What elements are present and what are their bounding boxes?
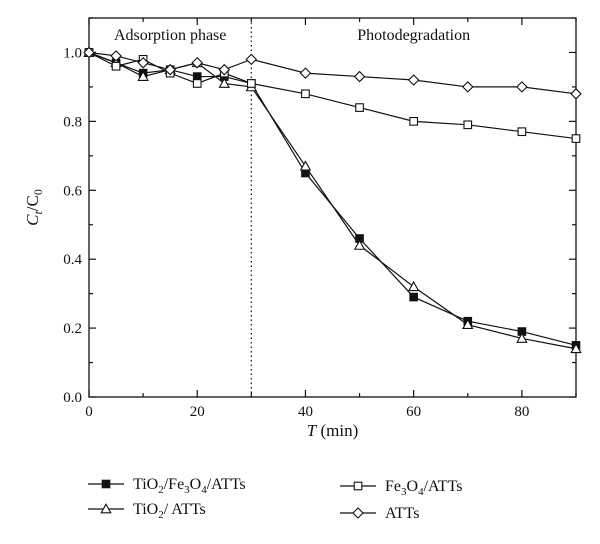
legend-label-part: /Fe [164,476,184,493]
y-tick-label: 0.2 [63,321,82,337]
legend-label-part: ATTs [385,505,419,522]
legend-label-part: O [407,478,419,495]
series-1 [83,46,582,354]
x-tick-label: 0 [85,404,93,420]
data-point [137,57,149,69]
data-point [353,239,366,250]
data-point [517,127,527,137]
data-point [218,77,231,88]
data-point [110,50,122,62]
legend-label-part: 2 [158,509,164,521]
data-point [299,160,312,171]
data-point [409,117,419,126]
data-point [461,81,474,93]
data-point [137,70,149,81]
series-line [88,51,577,350]
y-tick-label: 0.6 [63,183,82,199]
y-axis-label-sep: /C [23,195,42,211]
y-tick-label: 0.4 [63,252,82,268]
legend-marker [352,507,364,519]
data-point [571,134,581,143]
legend-label-part: TiO [133,476,158,493]
plot-frame [88,17,577,398]
y-axis-ticks: 0.0 0.2 0.4 0.6 0.8 1.0 [63,17,576,406]
y-axis-label-sub2: 0 [31,189,45,195]
series-line [88,51,577,95]
data-point [516,332,528,343]
x-axis-label-var: T [307,421,318,440]
plot-border [88,17,577,398]
x-axis-label-unit: (min) [316,421,358,440]
series-line [88,51,577,140]
legend-marker [101,479,111,489]
legend-item-0: TiO2/Fe3O4/ATTs [88,476,246,496]
series-line [88,51,577,346]
legend-label-part: / ATTs [164,501,206,518]
x-tick-label: 20 [190,404,205,420]
data-point [191,57,204,69]
data-point [409,292,418,302]
legend-item-1: TiO2/ ATTs [88,501,206,521]
x-axis-ticks: 0 20 40 60 80 [85,18,577,420]
data-point [407,280,420,292]
data-point [246,79,256,88]
data-point [516,81,528,93]
data-point [164,63,176,76]
data-point [301,89,310,99]
legend-label-part: 4 [418,486,424,498]
legend-label-part: 4 [201,484,207,496]
legend-label-part: /ATTs [424,478,463,495]
series-2 [84,48,581,143]
data-point [83,46,95,59]
x-tick-label: 40 [298,404,313,420]
series-0 [84,48,581,350]
y-axis-label: Ct/C0 [23,189,45,226]
data-point [355,103,364,112]
legend-item-2: Fe3O4/ATTs [340,478,462,498]
legend-label: TiO2/Fe3O4/ATTs [133,476,246,496]
annotation-label: Photodegradation [357,27,470,44]
data-point [570,88,582,100]
legend-label-part: O [190,476,202,493]
y-tick-label: 0.0 [63,390,82,406]
data-point [218,63,231,76]
data-point [111,61,121,71]
y-tick-label: 0.8 [63,114,82,130]
legend-label-part: /ATTs [207,476,246,493]
legend-marker [100,503,112,514]
legend-label-part: 3 [401,486,407,498]
annotations: Adsorption phase Photodegradation [114,27,470,44]
legend-label-part: TiO [133,501,158,518]
legend-label-part: 2 [158,484,164,496]
legend-label-part: Fe [385,478,401,495]
data-point [245,53,258,66]
legend-label: TiO2/ ATTs [133,501,206,521]
y-axis-label-sub: t [31,211,45,215]
x-tick-label: 80 [514,404,529,420]
annotation-label: Adsorption phase [114,27,226,44]
series-layer [83,46,582,354]
legend-label: Fe3O4/ATTs [385,478,462,498]
series-3 [83,46,582,100]
data-point [353,70,366,83]
data-point [570,342,582,354]
data-point [192,79,202,88]
legend-label: ATTs [385,505,419,522]
legend-label-part: 3 [184,484,190,496]
legend-item-3: ATTs [340,505,419,522]
x-axis-label: T (min) [307,421,359,440]
axis-labels: T (min)Ct/C0 [23,189,358,440]
y-tick-label: 1.0 [63,45,82,61]
data-point [462,318,474,330]
legend-marker [353,481,363,491]
data-point [407,74,420,86]
x-tick-label: 60 [406,404,421,420]
data-point [463,120,473,130]
y-axis-label-main: C [23,214,42,226]
data-point [299,67,312,79]
